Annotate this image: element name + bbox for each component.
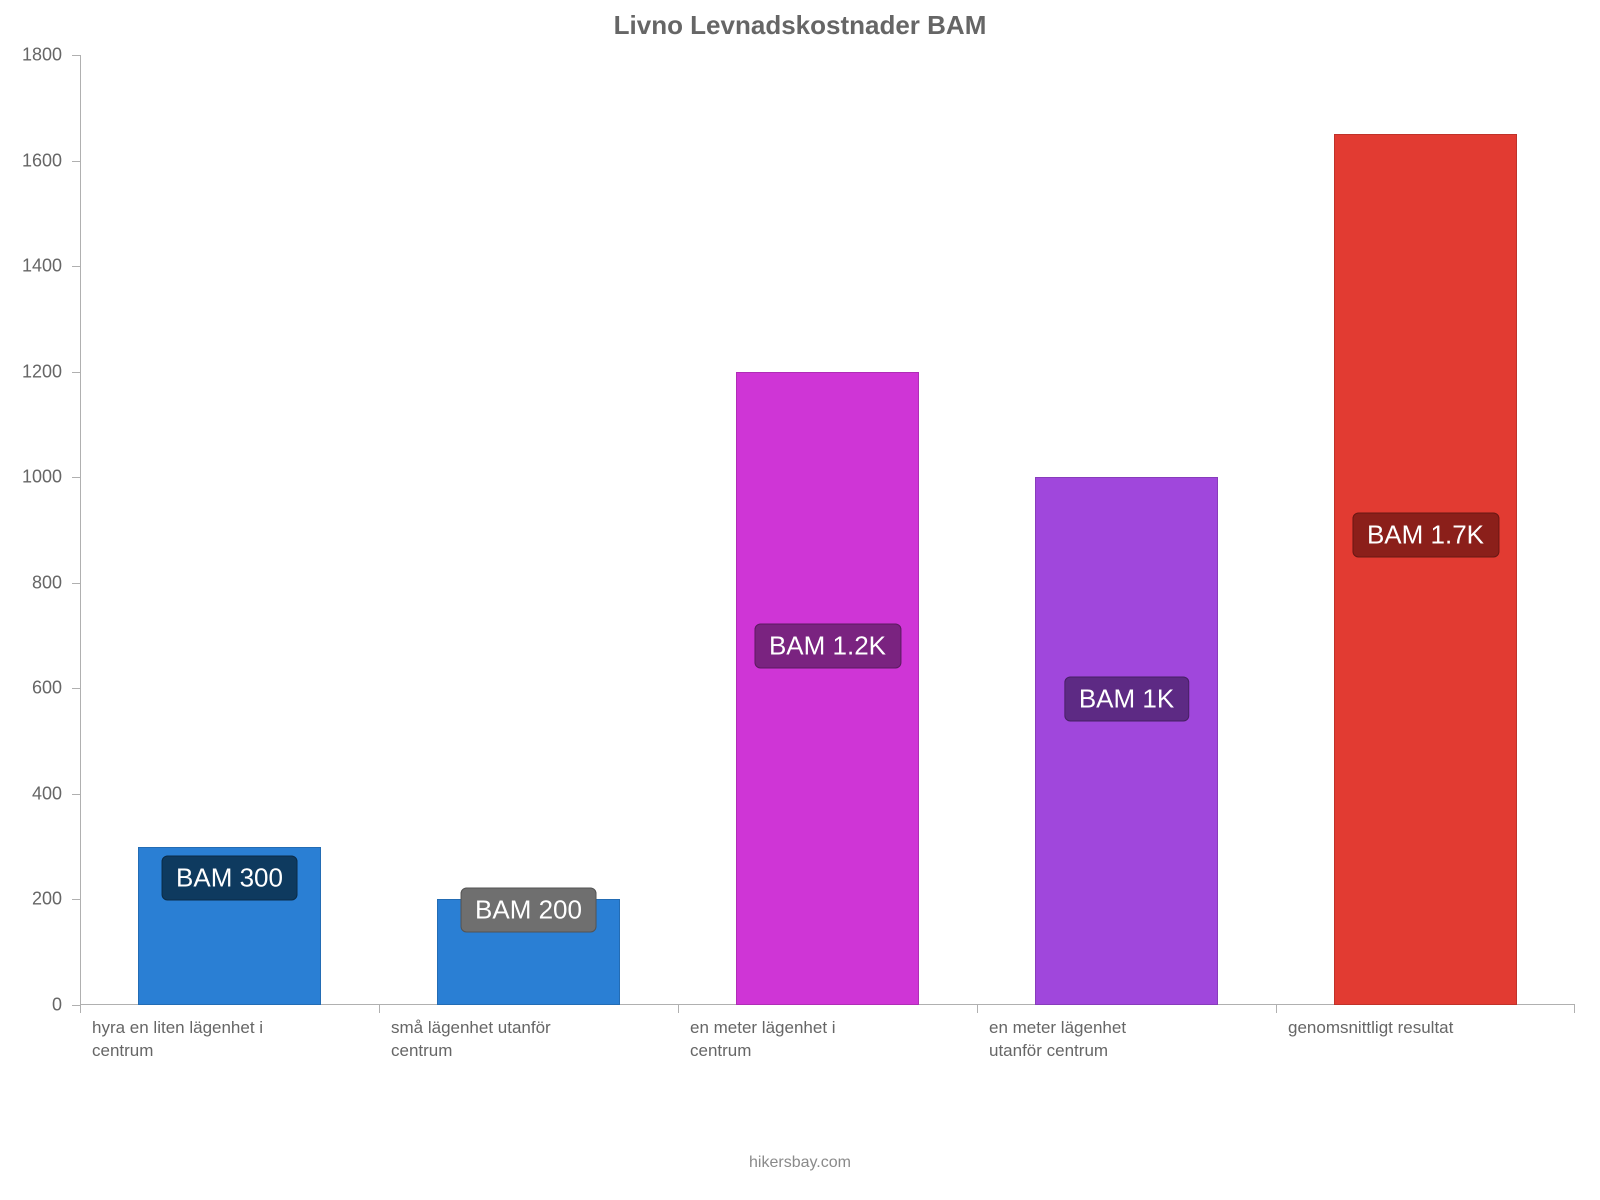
x-tick-label: små lägenhet utanför centrum bbox=[391, 1017, 581, 1063]
chart-container: Livno Levnadskostnader BAM 0200400600800… bbox=[0, 0, 1600, 1200]
x-tick-mark bbox=[678, 1005, 679, 1013]
attribution-text: hikersbay.com bbox=[0, 1154, 1600, 1172]
x-tick-mark bbox=[1574, 1005, 1575, 1013]
y-tick-mark bbox=[72, 161, 80, 162]
y-tick-label: 600 bbox=[32, 678, 62, 699]
x-tick-label: genomsnittligt resultat bbox=[1288, 1017, 1478, 1040]
x-tick-mark bbox=[379, 1005, 380, 1013]
y-tick-label: 1000 bbox=[22, 467, 62, 488]
plot-area: 020040060080010001200140016001800BAM 300… bbox=[80, 55, 1575, 1005]
y-tick-label: 1800 bbox=[22, 45, 62, 66]
y-tick-mark bbox=[72, 372, 80, 373]
bar-value-badge: BAM 1.7K bbox=[1352, 513, 1499, 558]
y-tick-mark bbox=[72, 55, 80, 56]
y-tick-label: 0 bbox=[52, 995, 62, 1016]
bar-value-badge: BAM 300 bbox=[161, 856, 298, 901]
x-tick-mark bbox=[977, 1005, 978, 1013]
y-tick-mark bbox=[72, 266, 80, 267]
y-tick-mark bbox=[72, 688, 80, 689]
y-tick-mark bbox=[72, 899, 80, 900]
x-tick-mark bbox=[1276, 1005, 1277, 1013]
y-tick-mark bbox=[72, 794, 80, 795]
y-tick-label: 200 bbox=[32, 889, 62, 910]
bar-value-badge: BAM 1.2K bbox=[754, 624, 901, 669]
bar bbox=[736, 372, 918, 1005]
bar bbox=[1035, 477, 1217, 1005]
bar-value-badge: BAM 1K bbox=[1064, 676, 1189, 721]
x-tick-label: en meter lägenhet i centrum bbox=[690, 1017, 880, 1063]
bar bbox=[1334, 134, 1516, 1005]
y-tick-label: 400 bbox=[32, 783, 62, 804]
y-tick-mark bbox=[72, 583, 80, 584]
y-tick-mark bbox=[72, 477, 80, 478]
y-tick-mark bbox=[72, 1005, 80, 1006]
x-tick-label: hyra en liten lägenhet i centrum bbox=[92, 1017, 282, 1063]
y-tick-label: 800 bbox=[32, 572, 62, 593]
bar-value-badge: BAM 200 bbox=[460, 888, 597, 933]
x-tick-mark bbox=[80, 1005, 81, 1013]
y-axis-line bbox=[80, 55, 81, 1005]
y-tick-label: 1600 bbox=[22, 150, 62, 171]
chart-title: Livno Levnadskostnader BAM bbox=[0, 10, 1600, 41]
y-tick-label: 1400 bbox=[22, 256, 62, 277]
x-tick-label: en meter lägenhet utanför centrum bbox=[989, 1017, 1179, 1063]
y-tick-label: 1200 bbox=[22, 361, 62, 382]
